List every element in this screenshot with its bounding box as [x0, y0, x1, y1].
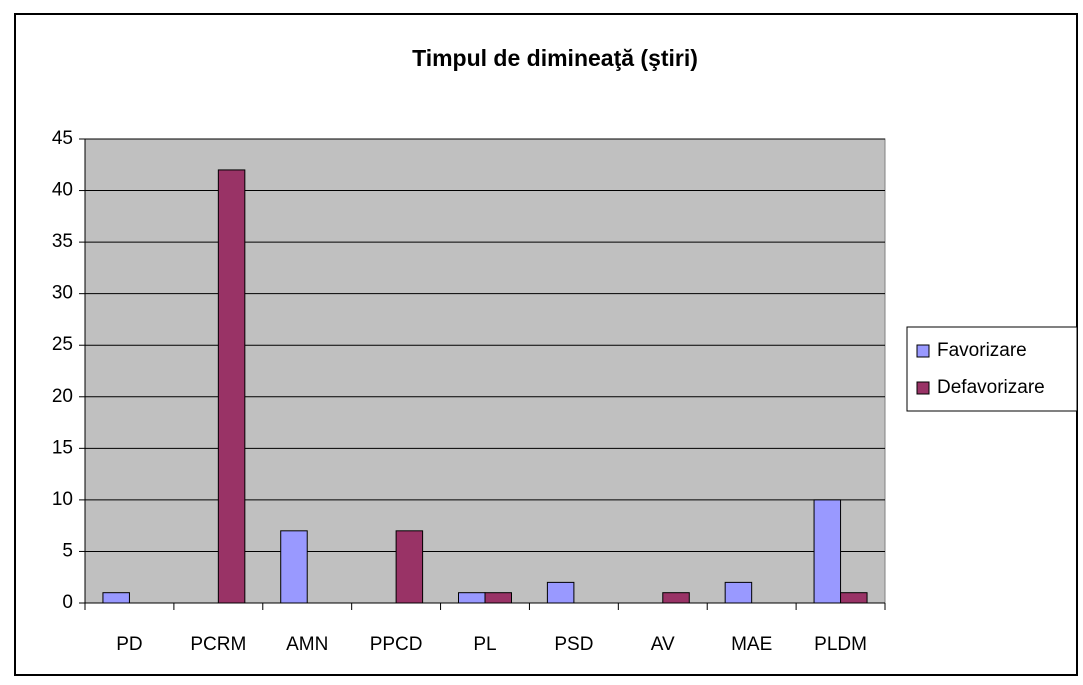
x-tick-label: PSD	[554, 634, 593, 655]
x-tick-label: PLDM	[814, 634, 867, 655]
y-tick-label: 10	[52, 489, 73, 510]
x-tick-label: PD	[116, 634, 142, 655]
legend-swatch	[916, 381, 930, 395]
bar	[724, 581, 753, 604]
bar	[840, 592, 868, 604]
y-tick-label: 35	[52, 231, 73, 252]
y-tick-label: 15	[52, 437, 73, 458]
y-tick-label: 25	[52, 334, 73, 355]
legend-box	[906, 326, 1078, 412]
y-tick-label: 40	[52, 180, 73, 201]
bar	[102, 592, 130, 604]
chart-title: Timpul de dimineaţă (ştiri)	[412, 45, 698, 71]
y-tick-label: 5	[62, 540, 73, 561]
legend-label: Favorizare	[937, 340, 1027, 361]
bar	[217, 169, 246, 604]
bar	[484, 592, 512, 604]
legend-swatch	[916, 344, 930, 358]
bar	[280, 530, 308, 604]
y-tick-label: 45	[52, 128, 73, 149]
legend-label: Defavorizare	[937, 377, 1045, 398]
bar	[395, 530, 424, 604]
bar	[662, 592, 690, 604]
bar	[813, 499, 842, 604]
y-tick-label: 0	[62, 592, 73, 613]
y-tick-label: 20	[52, 386, 73, 407]
x-tick-label: MAE	[731, 634, 772, 655]
x-tick-label: PCRM	[190, 634, 246, 655]
x-tick-label: AV	[651, 634, 675, 655]
x-tick-label: PPCD	[370, 634, 423, 655]
x-tick-label: PL	[473, 634, 496, 655]
x-tick-label: AMN	[286, 634, 328, 655]
bar	[546, 581, 575, 604]
bar	[458, 592, 486, 604]
y-tick-label: 30	[52, 283, 73, 304]
plot-area	[84, 138, 886, 604]
